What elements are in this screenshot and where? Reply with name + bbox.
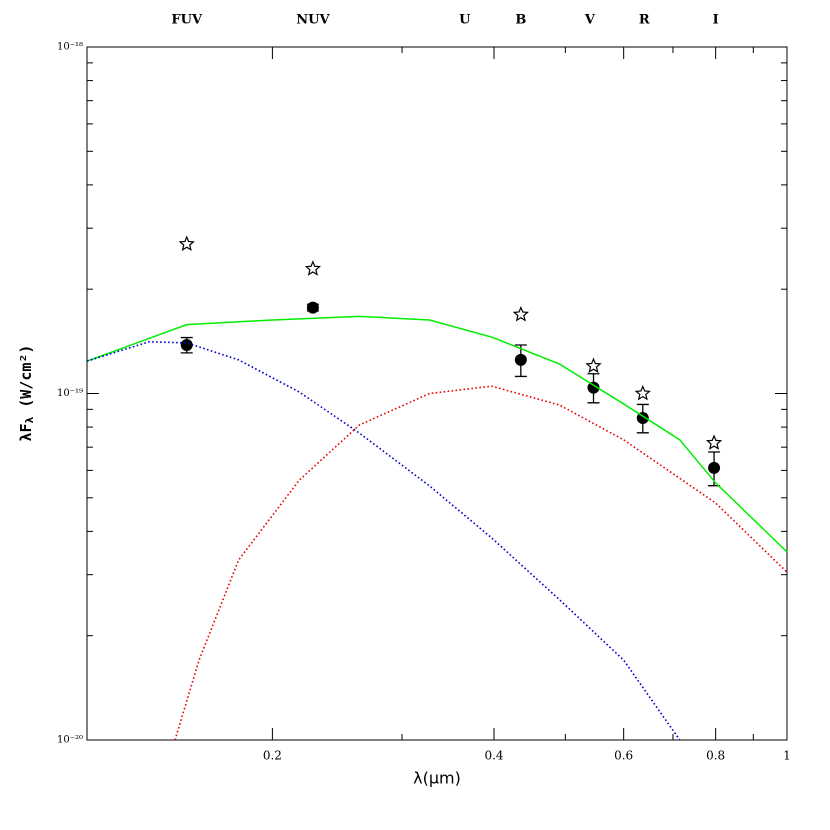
x-tick-label: 0.6 bbox=[614, 749, 633, 763]
y-tick-label: 10⁻¹⁸ bbox=[57, 42, 83, 53]
y-axis-label: λFλ (W/cm²) bbox=[17, 345, 37, 442]
x-tick-label: 0.4 bbox=[484, 749, 503, 763]
star-point bbox=[304, 260, 322, 276]
plot-frame bbox=[86, 46, 788, 741]
band-label: NUV bbox=[296, 13, 330, 28]
data-point bbox=[514, 353, 527, 366]
band-label: R bbox=[639, 13, 650, 28]
band-label: B bbox=[515, 13, 526, 28]
model-curve bbox=[86, 315, 788, 553]
y-label-sub: λ bbox=[23, 416, 36, 423]
band-label: FUV bbox=[171, 13, 203, 28]
star-point bbox=[512, 305, 529, 322]
x-tick-label: 1 bbox=[783, 749, 791, 763]
band-label: I bbox=[713, 13, 719, 28]
x-tick-label: 0.2 bbox=[263, 749, 282, 763]
star-point bbox=[634, 384, 651, 401]
star-point bbox=[585, 357, 602, 373]
data-point bbox=[587, 381, 600, 394]
data-point bbox=[306, 301, 319, 314]
x-axis-label: λ(μm) bbox=[413, 769, 461, 788]
star-point bbox=[178, 235, 195, 251]
star-point bbox=[705, 434, 723, 450]
model-curve bbox=[174, 385, 788, 741]
data-point bbox=[180, 339, 193, 352]
band-label: U bbox=[459, 13, 471, 28]
data-point bbox=[708, 461, 721, 474]
y-tick-label: 10⁻²⁰ bbox=[57, 735, 83, 746]
band-label: V bbox=[584, 13, 596, 28]
model-curve bbox=[86, 340, 681, 741]
x-tick-label: 0.8 bbox=[706, 749, 725, 763]
y-label-main: λF bbox=[17, 423, 35, 441]
y-tick-label: 10⁻¹⁹ bbox=[57, 388, 83, 399]
y-label-unit: (W/cm²) bbox=[17, 345, 35, 417]
